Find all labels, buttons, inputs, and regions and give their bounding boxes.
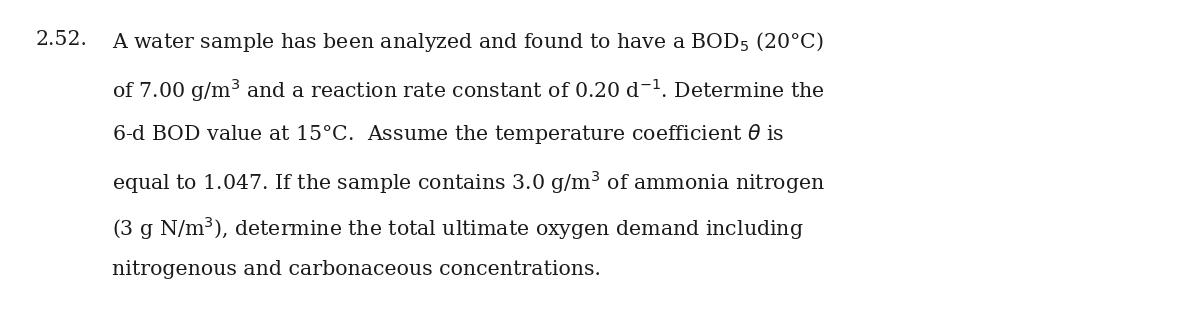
Text: equal to 1.047. If the sample contains 3.0 g/m$^3$ of ammonia nitrogen: equal to 1.047. If the sample contains 3…: [112, 168, 824, 196]
Text: A water sample has been analyzed and found to have a BOD$_5$ (20°C): A water sample has been analyzed and fou…: [112, 30, 823, 54]
Text: nitrogenous and carbonaceous concentrations.: nitrogenous and carbonaceous concentrati…: [112, 260, 600, 279]
Text: of 7.00 g/m$^3$ and a reaction rate constant of 0.20 d$^{-1}$. Determine the: of 7.00 g/m$^3$ and a reaction rate cons…: [112, 76, 824, 104]
Text: 6-d BOD value at 15°C.  Assume the temperature coefficient $\theta$ is: 6-d BOD value at 15°C. Assume the temper…: [112, 122, 784, 146]
Text: 2.52.: 2.52.: [36, 30, 88, 49]
Text: (3 g N/m$^3$), determine the total ultimate oxygen demand including: (3 g N/m$^3$), determine the total ultim…: [112, 214, 803, 241]
